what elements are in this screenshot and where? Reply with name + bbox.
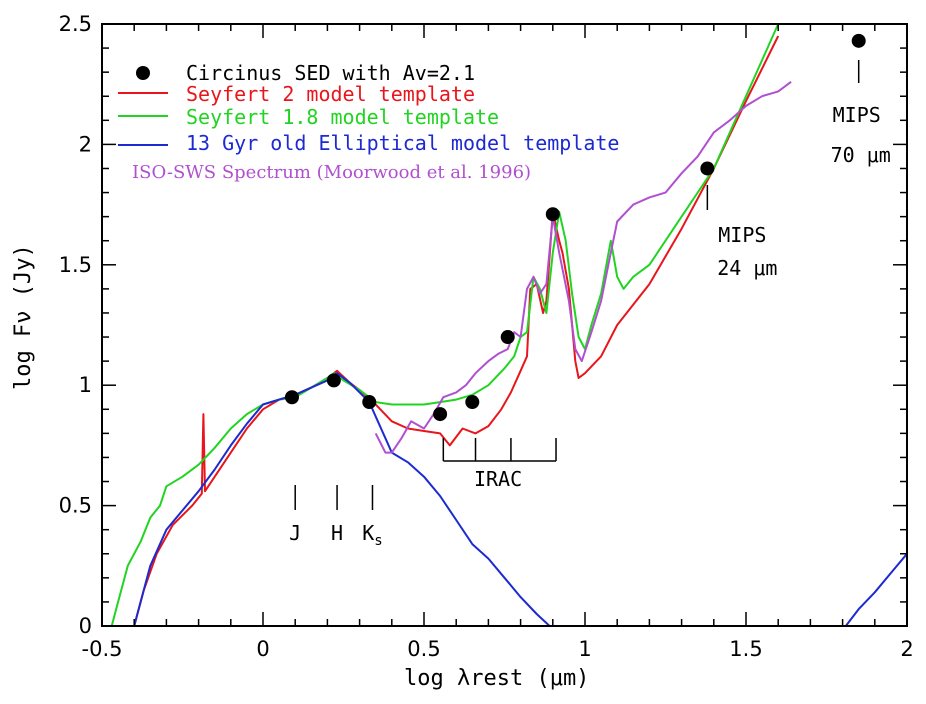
y-tick-label: 1 [79, 373, 92, 397]
x-tick-label: 1.5 [729, 637, 762, 661]
y-axis-label: log Fν (Jy) [11, 244, 36, 390]
annotation-label: Ks [362, 521, 382, 549]
sed-point [362, 395, 377, 410]
x-tick-label: 2 [900, 637, 913, 661]
legend-label-iso: ISO-SWS Spectrum (Moorwood et al. 1996) [132, 162, 531, 183]
sed-point [500, 330, 515, 345]
plot-frame [101, 23, 908, 627]
sed-point [465, 395, 480, 410]
series-line-3 [845, 553, 907, 626]
series-line-1 [110, 24, 780, 626]
y-tick-label: 1.5 [59, 253, 92, 277]
sed-point [700, 161, 715, 176]
legend: Circinus SED with Av=2.1 Seyfert 2 model… [118, 61, 619, 183]
annotation-label: MIPS [718, 223, 766, 247]
annotation-label: J [289, 521, 301, 545]
annotation-label: H [331, 521, 343, 545]
sed-point [433, 407, 448, 422]
x-tick-label: 0.5 [407, 637, 440, 661]
legend-label-sy18: Seyfert 1.8 model template [186, 105, 499, 129]
sed-point [851, 33, 866, 48]
sed-point [545, 207, 560, 222]
sed-point [326, 373, 341, 388]
annotation-label: IRAC [474, 467, 522, 491]
sed-point [284, 390, 299, 405]
series-line-0 [133, 35, 780, 626]
series-line-2 [133, 372, 551, 626]
y-tick-label: 2.5 [59, 12, 92, 36]
x-axis-label: log λrest (μm) [404, 666, 589, 691]
y-tick-label: 2 [79, 132, 92, 156]
legend-label-sy2: Seyfert 2 model template [186, 82, 475, 106]
annotation-label: 70 μm [831, 143, 891, 167]
legend-marker-sed [136, 66, 150, 80]
legend-label-elliptical: 13 Gyr old Elliptical model template [186, 131, 619, 155]
x-tick-label: 0 [256, 637, 269, 661]
series-line-4 [374, 80, 792, 454]
legend-label-sed: Circinus SED with Av=2.1 [186, 61, 475, 85]
annotation-label: 24 μm [717, 256, 777, 280]
y-tick-label: 0.5 [59, 494, 92, 518]
x-tick-label: 1 [578, 637, 591, 661]
x-tick-label: -0.5 [82, 637, 123, 661]
y-tick-label: 0 [79, 614, 92, 638]
annotation-label: MIPS [833, 103, 881, 127]
